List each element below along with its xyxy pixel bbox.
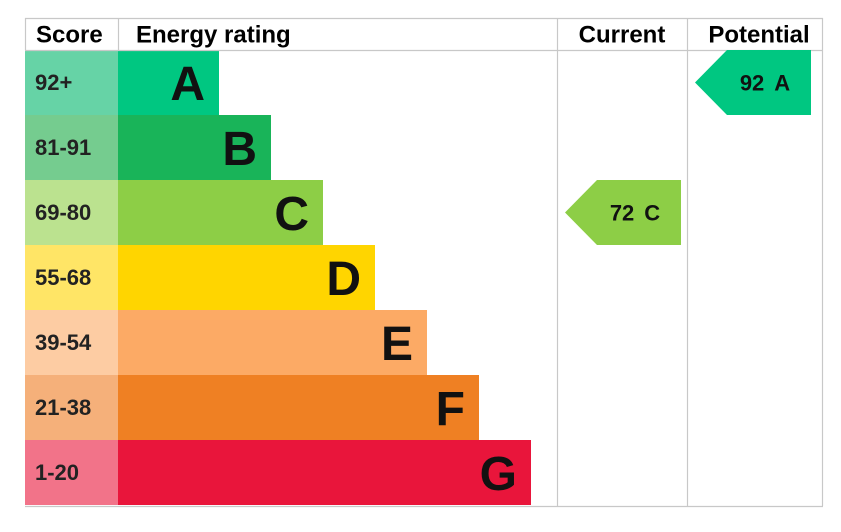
score-label: 1-20 xyxy=(35,460,79,485)
header-score: Score xyxy=(36,22,103,49)
rating-bar xyxy=(118,115,271,180)
rating-bar xyxy=(118,50,219,115)
score-cell xyxy=(25,50,118,115)
rating-letter: A xyxy=(170,58,205,111)
rating-letter: F xyxy=(436,383,465,436)
score-cell xyxy=(25,180,118,245)
score-cell xyxy=(25,310,118,375)
potential-arrow xyxy=(695,50,811,115)
score-cell xyxy=(25,440,118,505)
score-cell xyxy=(25,115,118,180)
current-rating: C xyxy=(644,200,660,225)
potential-rating: A xyxy=(774,70,790,95)
score-label: 92+ xyxy=(35,70,72,95)
current-label: 72 C xyxy=(610,200,660,225)
rating-rows: 92+ A 81-91 B 69-80 C 55-68 D 39-54 E 21-38 F 1-20 G xyxy=(25,50,531,505)
rating-bar xyxy=(118,310,427,375)
current-value: 72 xyxy=(610,200,634,225)
rating-letter: C xyxy=(274,188,309,241)
header-energy-rating: Energy rating xyxy=(136,22,291,49)
rating-letter: G xyxy=(480,448,517,501)
score-label: 21-38 xyxy=(35,395,91,420)
rating-bar xyxy=(118,440,531,505)
score-label: 55-68 xyxy=(35,265,91,290)
current-arrow xyxy=(565,180,681,245)
potential-label: 92 A xyxy=(740,70,790,95)
score-label: 81-91 xyxy=(35,135,91,160)
rating-bar xyxy=(118,180,323,245)
rating-letter: D xyxy=(326,253,361,306)
score-label: 39-54 xyxy=(35,330,92,355)
score-cell xyxy=(25,245,118,310)
rating-bar xyxy=(118,245,375,310)
rating-letter: B xyxy=(222,123,257,176)
indicators: 72 C 92 A xyxy=(565,50,811,245)
rating-letter: E xyxy=(381,318,413,371)
header-potential: Potential xyxy=(708,22,809,49)
potential-value: 92 xyxy=(740,70,764,95)
score-label: 69-80 xyxy=(35,200,91,225)
table-lines xyxy=(24,17,824,508)
score-cell xyxy=(25,375,118,440)
rating-bar xyxy=(118,375,479,440)
header-current: Current xyxy=(579,22,666,49)
